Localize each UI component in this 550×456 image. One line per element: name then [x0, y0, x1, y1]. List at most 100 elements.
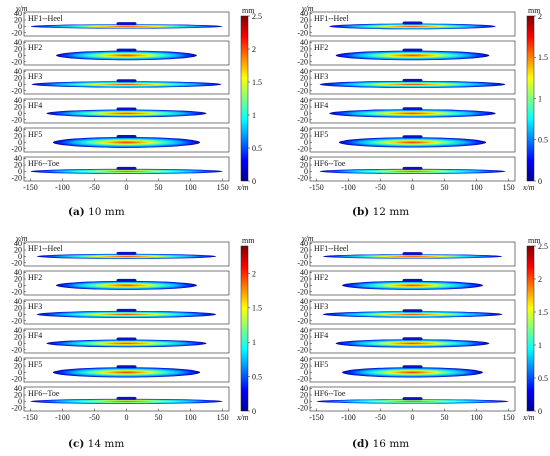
strip-label: HF5	[28, 130, 42, 139]
wellbore-marker	[402, 397, 423, 401]
x-tick-label: 100	[471, 413, 483, 422]
y-tick-label: 0	[304, 339, 308, 348]
strip-label: HF6--Toe	[314, 389, 346, 398]
x-tick-label: 0	[411, 183, 415, 192]
y-tick-label: -20	[297, 403, 308, 412]
y-tick-label: 0	[18, 109, 22, 118]
y-tick-label: 20	[300, 333, 308, 342]
y-axis-label: y/m	[301, 4, 314, 13]
caption-text: 16 mm	[369, 438, 410, 450]
x-tick-label: -150	[309, 183, 324, 192]
wellbore-marker	[116, 166, 137, 170]
y-tick-label: 40	[14, 239, 22, 248]
colorbar-tick-label: 1	[538, 341, 542, 350]
colorbar-tick-label: 2	[252, 45, 256, 54]
x-tick-label: -50	[375, 183, 386, 192]
y-tick-label: 0	[18, 22, 22, 31]
y-tick-label: 20	[300, 45, 308, 54]
y-tick-label: 0	[304, 22, 308, 31]
y-tick-label: 40	[14, 9, 22, 18]
y-tick-label: 40	[14, 268, 22, 277]
fracture-width-contour	[46, 339, 207, 348]
colorbar-tick-label: 0.5	[252, 144, 262, 153]
fracture-width-contour	[322, 311, 503, 318]
strip-label: HF1--Heel	[28, 14, 63, 23]
x-tick-label: 150	[217, 413, 229, 422]
y-tick-label: -20	[11, 57, 22, 66]
strip-label: HF2	[314, 43, 328, 52]
fracture-width-contour	[52, 136, 201, 148]
fracture-width-contour	[52, 367, 201, 378]
y-tick-label: 20	[300, 246, 308, 255]
x-tick-label: 100	[471, 183, 483, 192]
y-tick-label: 0	[18, 167, 22, 176]
colorbar-tick-label: 0.5	[538, 136, 548, 145]
colorbar	[526, 245, 535, 412]
caption-text: 12 mm	[369, 206, 410, 218]
y-tick-label: 40	[300, 67, 308, 76]
fracture-width-contour	[316, 399, 509, 404]
subfigure-caption: (b) 12 mm	[352, 206, 409, 218]
fracture-width-contour	[30, 398, 223, 404]
fracture-width-contour	[335, 50, 490, 61]
x-tick-label: -150	[23, 413, 38, 422]
strip-label: HF6--Toe	[314, 159, 346, 168]
wellbore-marker	[402, 78, 423, 82]
strip-frame	[23, 69, 230, 95]
y-tick-label: 0	[304, 80, 308, 89]
y-tick-label: 20	[300, 103, 308, 112]
strip-label: HF6--Toe	[28, 159, 60, 168]
y-tick-label: 0	[18, 368, 22, 377]
fracture-width-contour	[335, 339, 490, 348]
x-tick-label: 150	[503, 183, 515, 192]
y-tick-label: 40	[300, 239, 308, 248]
y-tick-label: 40	[300, 384, 308, 393]
strip-label: HF4	[314, 331, 328, 340]
y-axis-label: y/m	[15, 234, 28, 243]
y-tick-label: 40	[300, 9, 308, 18]
subfigure-caption: (a) 10 mm	[68, 206, 125, 218]
x-axis-label: x/m	[236, 413, 249, 422]
colorbar-tick-label: 0	[538, 177, 542, 186]
colorbar-unit: mm	[528, 6, 541, 15]
caption-text: 14 mm	[84, 438, 125, 450]
y-tick-label: 20	[14, 16, 22, 25]
strip-label: HF5	[314, 130, 328, 139]
y-tick-label: 20	[300, 74, 308, 83]
colorbar	[526, 15, 535, 182]
x-tick-label: -50	[89, 413, 100, 422]
colorbar-tick-label: 2	[538, 12, 542, 21]
fracture-width-contour	[36, 310, 217, 318]
y-tick-label: 40	[300, 326, 308, 335]
y-tick-label: 20	[14, 161, 22, 170]
y-tick-label: 40	[300, 297, 308, 306]
y-tick-label: 0	[304, 368, 308, 377]
strip-label: HF5	[28, 360, 42, 369]
colorbar-tick-label: 1	[252, 111, 256, 120]
y-tick-label: -20	[11, 345, 22, 354]
x-tick-label: -100	[55, 183, 70, 192]
strip-label: HF4	[314, 101, 328, 110]
y-tick-label: 20	[14, 74, 22, 83]
y-tick-label: 0	[18, 281, 22, 290]
y-tick-label: 20	[300, 16, 308, 25]
y-tick-label: 40	[300, 38, 308, 47]
wellbore-marker	[116, 134, 137, 138]
y-tick-label: -20	[11, 144, 22, 153]
strip-frame	[309, 328, 516, 354]
y-tick-label: -20	[297, 173, 308, 182]
colorbar-tick-label: 0	[252, 177, 256, 186]
y-tick-label: -20	[297, 374, 308, 383]
y-tick-label: 20	[300, 275, 308, 284]
wellbore-marker	[402, 278, 423, 282]
fracture-width-contour	[322, 254, 503, 259]
y-tick-label: 0	[18, 339, 22, 348]
strip-label: HF2	[28, 273, 42, 282]
wellbore-marker	[116, 22, 137, 26]
y-tick-label: 40	[14, 384, 22, 393]
y-tick-label: 0	[304, 281, 308, 290]
fracture-width-contour	[56, 280, 197, 290]
colorbar-tick-label: 1.5	[538, 308, 548, 317]
